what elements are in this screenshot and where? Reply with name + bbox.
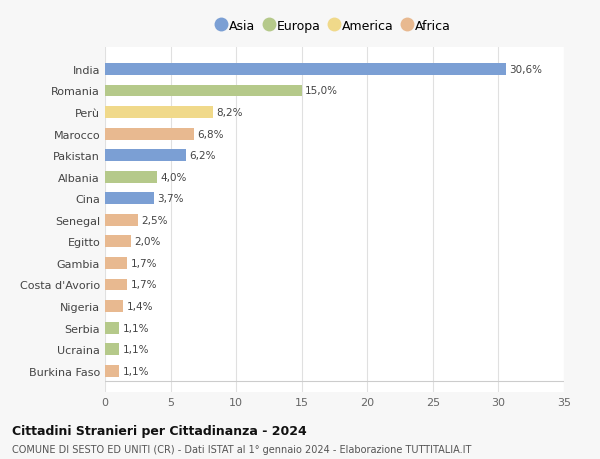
Text: 1,1%: 1,1%	[123, 323, 149, 333]
Bar	[105, 193, 154, 205]
Text: 15,0%: 15,0%	[305, 86, 338, 96]
Bar	[105, 365, 119, 377]
Text: COMUNE DI SESTO ED UNITI (CR) - Dati ISTAT al 1° gennaio 2024 - Elaborazione TUT: COMUNE DI SESTO ED UNITI (CR) - Dati IST…	[12, 444, 472, 454]
Bar	[105, 343, 119, 355]
Text: 4,0%: 4,0%	[161, 172, 187, 182]
Bar	[105, 150, 187, 162]
Bar	[105, 64, 506, 76]
Bar	[105, 236, 131, 248]
Bar	[105, 214, 138, 226]
Bar	[105, 279, 127, 291]
Text: 1,4%: 1,4%	[127, 302, 153, 311]
Text: 6,8%: 6,8%	[197, 129, 224, 139]
Bar	[105, 301, 124, 312]
Bar	[105, 257, 127, 269]
Text: 1,7%: 1,7%	[131, 258, 157, 269]
Text: 1,7%: 1,7%	[131, 280, 157, 290]
Text: Cittadini Stranieri per Cittadinanza - 2024: Cittadini Stranieri per Cittadinanza - 2…	[12, 425, 307, 437]
Text: 3,7%: 3,7%	[157, 194, 184, 204]
Bar	[105, 107, 212, 119]
Bar	[105, 171, 157, 183]
Text: 2,0%: 2,0%	[134, 237, 161, 247]
Text: 6,2%: 6,2%	[190, 151, 216, 161]
Bar	[105, 85, 302, 97]
Bar	[105, 322, 119, 334]
Text: 30,6%: 30,6%	[509, 65, 542, 75]
Text: 1,1%: 1,1%	[123, 344, 149, 354]
Legend: Asia, Europa, America, Africa: Asia, Europa, America, Africa	[214, 17, 455, 37]
Text: 1,1%: 1,1%	[123, 366, 149, 376]
Bar	[105, 129, 194, 140]
Text: 2,5%: 2,5%	[141, 215, 167, 225]
Text: 8,2%: 8,2%	[216, 108, 242, 118]
